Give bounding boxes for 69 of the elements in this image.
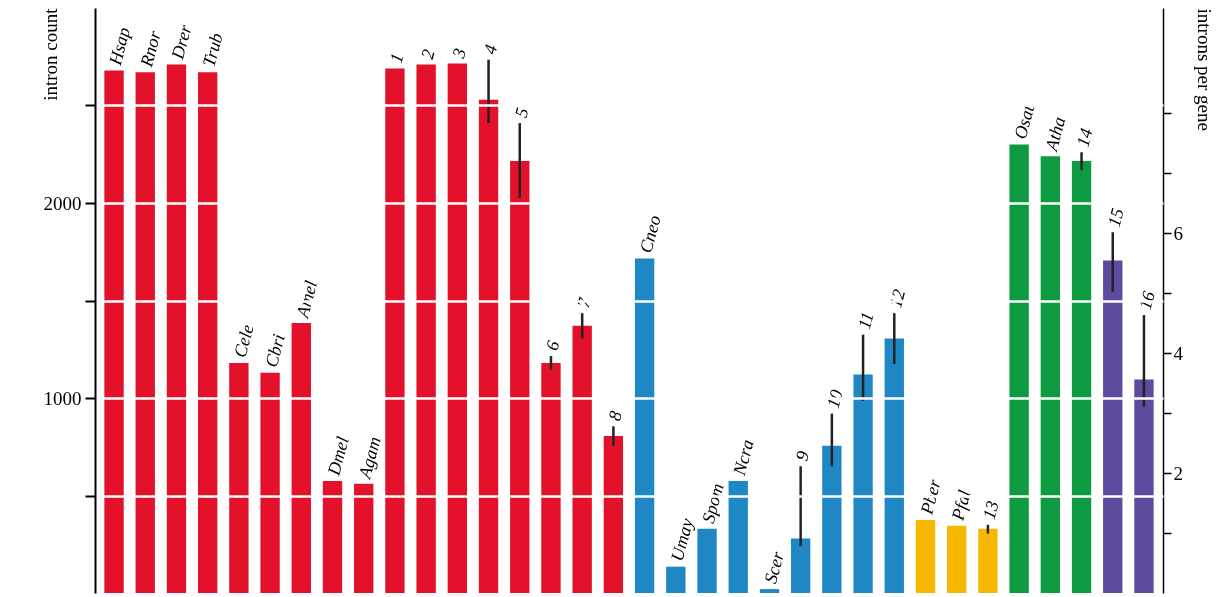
x-tick-label: 4: [479, 42, 502, 57]
y2-axis-title: introns per gene: [1193, 8, 1215, 131]
x-tick-label: Atha: [1041, 114, 1070, 154]
bar: [1009, 144, 1029, 593]
bar: [541, 362, 561, 593]
bar: [1103, 260, 1123, 593]
y-tick-label: 1000: [43, 387, 82, 409]
bar: [915, 519, 936, 593]
x-tick-label: Rnor: [135, 27, 166, 70]
bar: [728, 480, 748, 593]
bar: [291, 322, 311, 593]
bar: [197, 72, 218, 593]
bar: [416, 64, 436, 593]
x-tick-label: Ncra: [728, 437, 758, 479]
bar: [790, 538, 811, 593]
bar: [104, 70, 124, 593]
bar: [572, 325, 592, 593]
bar: [666, 566, 686, 593]
x-tick-label: Trub: [198, 30, 227, 69]
x-tick-label: 1: [385, 51, 408, 65]
bar: [978, 528, 998, 593]
bar: [634, 258, 655, 593]
bar: [229, 362, 249, 593]
bar: [1071, 161, 1092, 593]
bar: [697, 528, 717, 593]
x-tick-label: 5: [510, 105, 533, 120]
bar: [884, 338, 904, 593]
y-tick-label: 2000: [43, 192, 82, 214]
bar: [1134, 379, 1154, 593]
x-tick-label: 15: [1103, 206, 1128, 229]
bar: [354, 483, 374, 593]
x-tick-label: 3: [448, 46, 470, 62]
x-tick-label: 13: [978, 498, 1003, 522]
bar: [947, 525, 967, 593]
bar: [478, 99, 499, 593]
x-tick-label: 6: [541, 338, 564, 353]
bar: [822, 445, 842, 593]
x-tick-label: Scer: [760, 548, 789, 586]
x-tick-label: Cneo: [635, 213, 665, 256]
x-tick-label: 16: [1134, 289, 1159, 312]
x-tick-label: 2: [417, 47, 439, 62]
x-tick-label: 9: [791, 448, 814, 463]
x-tick-label: 14: [1072, 126, 1097, 149]
y2-tick-label: 6: [1173, 222, 1183, 244]
x-tick-label: Pfal: [947, 488, 975, 524]
x-tick-label: Dmel: [323, 434, 353, 479]
bar: [385, 68, 405, 593]
bar: [260, 372, 280, 593]
bar: [853, 374, 873, 593]
bar: [135, 72, 155, 593]
x-tick-label: Osat: [1010, 102, 1039, 142]
x-tick-label: 11: [854, 309, 878, 332]
x-tick-label: Amel: [291, 278, 322, 321]
x-tick-label: Spom: [697, 481, 728, 526]
bar: [510, 161, 530, 593]
bar: [322, 480, 343, 593]
x-tick-label: Cbri: [261, 332, 289, 370]
bar: [603, 436, 624, 593]
x-tick-label: Cele: [229, 322, 258, 360]
x-tick-label: Drer: [167, 21, 196, 63]
x-tick-label: 8: [604, 408, 626, 423]
x-tick-label: Hsap: [104, 25, 135, 68]
bar: [1040, 156, 1061, 593]
bar: [166, 64, 187, 593]
y-axis-title: intron count: [39, 7, 61, 101]
bar: [759, 589, 780, 593]
bar: [447, 63, 468, 593]
x-tick-label: Umay: [666, 516, 698, 564]
x-tick-label: Agam: [354, 434, 385, 482]
